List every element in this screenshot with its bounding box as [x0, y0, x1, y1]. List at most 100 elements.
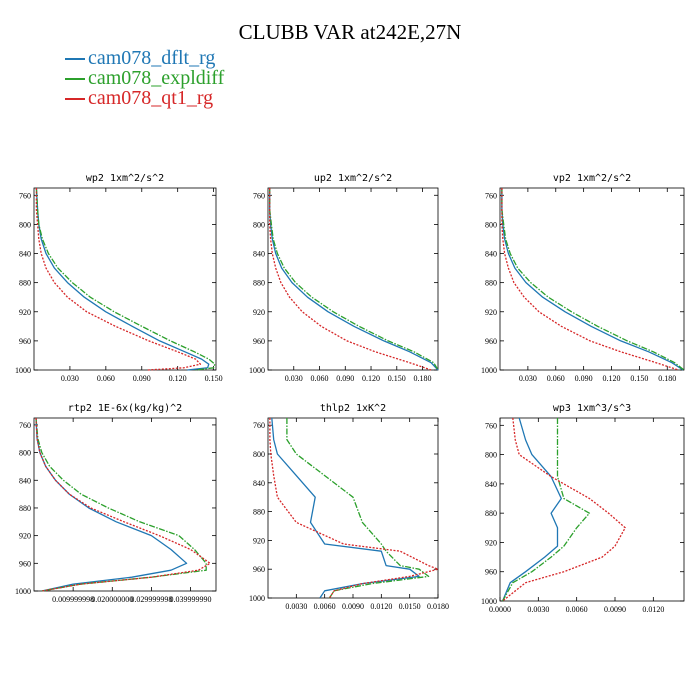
- legend-label: cam078_expldiff: [88, 67, 225, 89]
- series-line-cam078_dflt_rg: [501, 188, 684, 371]
- series-line-cam078_qt1_rg: [35, 417, 211, 592]
- y-tick-label: 880: [19, 504, 31, 513]
- y-tick-label: 920: [485, 308, 497, 317]
- y-tick-label: 1000: [249, 366, 265, 375]
- y-tick-label: 760: [485, 191, 497, 200]
- y-tick-label: 840: [19, 250, 31, 259]
- x-tick-label: 0.0030: [527, 605, 549, 614]
- x-tick-label: 0.020000000: [91, 595, 133, 604]
- y-tick-label: 840: [19, 476, 31, 485]
- y-tick-label: 840: [485, 480, 497, 489]
- y-tick-label: 800: [19, 220, 31, 229]
- y-tick-label: 800: [19, 449, 31, 458]
- x-tick-label: 0.030: [519, 374, 537, 383]
- y-tick-label: 960: [485, 337, 497, 346]
- y-tick-label: 880: [19, 279, 31, 288]
- x-tick-label: 0.009999998: [52, 595, 94, 604]
- x-tick-label: 0.0000: [489, 605, 511, 614]
- legend-label: cam078_dflt_rg: [88, 47, 216, 69]
- series-line-cam078_qt1_rg: [502, 417, 626, 602]
- y-tick-label: 960: [253, 565, 265, 574]
- panel-title: wp3 1xm^3/s^3: [553, 403, 631, 414]
- series-line-cam078_dflt_rg: [269, 188, 439, 371]
- x-tick-label: 0.120: [362, 374, 380, 383]
- series-line-cam078_dflt_rg: [35, 417, 188, 592]
- series-line-cam078_expldiff: [502, 418, 591, 602]
- x-tick-label: 0.030: [285, 374, 303, 383]
- series-line-cam078_dflt_rg: [35, 187, 210, 371]
- series-line-cam078_dflt_rg: [501, 417, 562, 602]
- y-tick-label: 800: [485, 220, 497, 229]
- y-tick-label: 880: [485, 509, 497, 518]
- x-tick-label: 0.150: [205, 374, 223, 383]
- x-tick-label: 0.0090: [604, 605, 626, 614]
- legend-entry-qt1: cam078_qt1_rg: [65, 87, 213, 109]
- x-tick-label: 0.0120: [642, 605, 664, 614]
- y-tick-label: 840: [253, 479, 265, 488]
- y-tick-label: 1000: [249, 594, 265, 603]
- x-tick-label: 0.150: [388, 374, 406, 383]
- y-tick-label: 920: [19, 308, 31, 317]
- y-tick-label: 760: [19, 191, 31, 200]
- x-tick-label: 0.150: [630, 374, 648, 383]
- series-line-cam078_expldiff: [35, 187, 216, 371]
- x-tick-label: 0.060: [97, 374, 115, 383]
- y-tick-label: 920: [253, 308, 265, 317]
- y-tick-label: 760: [253, 421, 265, 430]
- y-tick-label: 960: [253, 337, 265, 346]
- x-tick-label: 0.090: [133, 374, 151, 383]
- y-tick-label: 840: [253, 250, 265, 259]
- y-tick-label: 1000: [481, 366, 497, 375]
- y-tick-label: 800: [485, 451, 497, 460]
- x-tick-label: 0.030: [61, 374, 79, 383]
- panel-frame: [33, 417, 217, 592]
- panel-frame: [499, 187, 685, 371]
- panel-title: thlp2 1xK^2: [320, 403, 386, 414]
- x-tick-label: 0.0060: [314, 602, 336, 611]
- y-tick-label: 920: [253, 536, 265, 545]
- y-tick-label: 800: [253, 450, 265, 459]
- x-tick-label: 0.0150: [399, 602, 421, 611]
- panel-title: up2 1xm^2/s^2: [314, 173, 392, 184]
- x-tick-label: 0.090: [336, 374, 354, 383]
- x-tick-label: 0.0060: [566, 605, 588, 614]
- y-tick-label: 880: [253, 279, 265, 288]
- legend-swatch: [65, 78, 85, 81]
- panel-title: rtp2 1E-6x(kg/kg)^2: [68, 403, 182, 414]
- series-line-cam078_qt1_rg: [501, 188, 679, 371]
- y-tick-label: 960: [485, 568, 497, 577]
- figure-title: CLUBB VAR at242E,27N: [238, 20, 462, 44]
- x-tick-label: 0.120: [169, 374, 187, 383]
- x-tick-label: 0.090: [575, 374, 593, 383]
- y-tick-label: 1000: [15, 366, 31, 375]
- panel-frame: [267, 187, 439, 371]
- series-line-cam078_expldiff: [269, 188, 439, 371]
- y-tick-label: 760: [485, 421, 497, 430]
- panel-frame: [499, 417, 685, 602]
- x-tick-label: 0.039999990: [170, 595, 212, 604]
- y-tick-label: 920: [19, 532, 31, 541]
- legend-entry-dflt: cam078_dflt_rg: [65, 47, 215, 69]
- series-line-cam078_qt1_rg: [269, 188, 432, 371]
- panel-title: wp2 1xm^2/s^2: [86, 173, 164, 184]
- y-tick-label: 840: [485, 250, 497, 259]
- x-tick-label: 0.060: [547, 374, 565, 383]
- y-tick-label: 960: [19, 337, 31, 346]
- series-line-cam078_expldiff: [35, 417, 207, 592]
- series-line-cam078_expldiff: [501, 188, 685, 371]
- panel-frame: [33, 187, 217, 371]
- y-tick-label: 760: [19, 421, 31, 430]
- y-tick-label: 920: [485, 538, 497, 547]
- x-tick-label: 0.0180: [427, 602, 449, 611]
- series-line-cam078_qt1_rg: [35, 188, 202, 371]
- panel-title: vp2 1xm^2/s^2: [553, 173, 631, 184]
- y-tick-label: 760: [253, 191, 265, 200]
- series-line-cam078_qt1_rg: [269, 418, 439, 599]
- x-tick-label: 0.029999998: [130, 595, 172, 604]
- y-tick-label: 880: [253, 508, 265, 517]
- y-tick-label: 1000: [15, 587, 31, 596]
- legend-entry-expldiff: cam078_expldiff: [65, 67, 224, 89]
- x-tick-label: 0.180: [414, 374, 432, 383]
- y-tick-label: 960: [19, 559, 31, 568]
